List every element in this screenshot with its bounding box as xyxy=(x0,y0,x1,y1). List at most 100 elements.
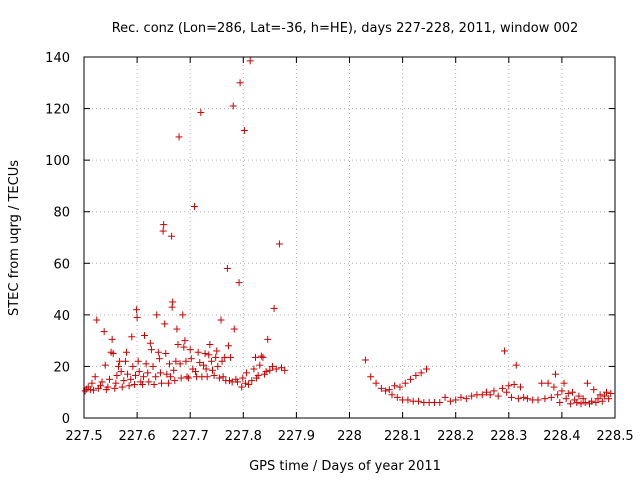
data-point xyxy=(145,378,153,386)
data-point xyxy=(248,377,256,385)
x-tick-label: 227.8 xyxy=(225,429,262,444)
data-point xyxy=(441,393,449,401)
data-point xyxy=(507,393,515,401)
data-point xyxy=(227,353,235,361)
data-point xyxy=(130,380,138,388)
data-point xyxy=(210,371,218,379)
data-point xyxy=(171,377,179,385)
data-point xyxy=(180,343,188,351)
data-point xyxy=(88,379,96,387)
data-point xyxy=(224,342,232,350)
data-point xyxy=(281,366,289,374)
x-tick-label: 227.9 xyxy=(278,429,315,444)
data-point xyxy=(605,395,613,403)
data-point xyxy=(93,316,101,324)
data-point xyxy=(270,304,278,312)
data-point xyxy=(146,339,154,347)
y-axis-label: STEC from uqrg / TECUs xyxy=(7,160,22,316)
data-point xyxy=(112,379,120,387)
data-point xyxy=(190,203,198,211)
data-point xyxy=(205,351,213,359)
data-point xyxy=(156,369,164,377)
data-point xyxy=(124,370,132,378)
data-point xyxy=(388,391,396,399)
data-point xyxy=(194,348,202,356)
data-point xyxy=(382,387,390,395)
data-point xyxy=(596,391,604,399)
data-point xyxy=(213,347,221,355)
y-tick-label: 140 xyxy=(45,51,70,66)
data-point xyxy=(468,392,476,400)
data-point xyxy=(175,133,183,141)
chart-title: Rec. conz (Lon=286, Lat=-36, h=HE), days… xyxy=(112,21,579,36)
data-point xyxy=(446,397,454,405)
x-tick-label: 228.5 xyxy=(596,429,633,444)
data-point xyxy=(564,390,572,398)
data-point xyxy=(236,79,244,87)
data-point xyxy=(141,331,149,339)
data-point xyxy=(212,353,220,361)
data-point xyxy=(168,232,176,240)
data-point xyxy=(172,357,180,365)
data-point xyxy=(577,400,585,408)
data-point xyxy=(233,378,241,386)
data-point xyxy=(197,108,205,116)
data-point xyxy=(588,397,596,405)
data-point xyxy=(116,357,124,365)
data-point xyxy=(512,361,520,369)
data-point xyxy=(164,379,172,387)
x-tick-label: 228.1 xyxy=(384,429,421,444)
data-point xyxy=(162,350,170,358)
data-point xyxy=(128,333,136,341)
data-point xyxy=(377,384,385,392)
data-point xyxy=(252,353,260,361)
data-point xyxy=(415,397,423,405)
data-point xyxy=(105,375,113,383)
data-point xyxy=(367,373,375,381)
data-point xyxy=(170,366,178,374)
data-point xyxy=(90,386,98,394)
data-point xyxy=(173,325,181,333)
data-point xyxy=(501,347,509,355)
x-tick-label: 228.4 xyxy=(543,429,580,444)
data-point xyxy=(266,366,274,374)
data-point xyxy=(594,395,602,403)
data-point xyxy=(560,379,568,387)
data-point xyxy=(223,264,231,272)
data-point xyxy=(575,392,583,400)
data-point xyxy=(98,378,106,386)
data-point xyxy=(503,388,511,396)
data-point xyxy=(520,393,528,401)
data-point xyxy=(183,373,191,381)
data-point xyxy=(192,368,200,376)
y-tick-labels: 0 20 40 60 80 100 120 140 xyxy=(45,51,70,427)
data-point xyxy=(478,391,486,399)
data-point xyxy=(202,365,210,373)
y-tick-label: 0 xyxy=(62,412,70,427)
x-tick-labels: 227.5 227.6 227.7 227.8 227.9 228 228.1 228.2 22… xyxy=(65,429,633,444)
data-point xyxy=(262,368,270,376)
data-point xyxy=(498,384,506,392)
data-point xyxy=(562,395,570,403)
data-point xyxy=(590,386,598,394)
data-point xyxy=(412,371,420,379)
data-point xyxy=(556,399,564,407)
data-point xyxy=(177,374,185,382)
data-point xyxy=(206,341,214,349)
data-point xyxy=(214,362,222,370)
data-point xyxy=(218,357,226,365)
data-point xyxy=(259,353,267,361)
data-point xyxy=(176,360,184,368)
data-point xyxy=(135,368,143,376)
data-point xyxy=(422,365,430,373)
data-point xyxy=(109,350,117,358)
data-point xyxy=(108,335,116,343)
data-point xyxy=(404,396,412,404)
data-point xyxy=(115,362,123,370)
data-point xyxy=(510,380,518,388)
data-point xyxy=(603,388,611,396)
data-point xyxy=(407,375,415,383)
data-point xyxy=(179,311,187,319)
y-tick-label: 40 xyxy=(53,309,70,324)
y-tick-label: 120 xyxy=(45,103,70,118)
